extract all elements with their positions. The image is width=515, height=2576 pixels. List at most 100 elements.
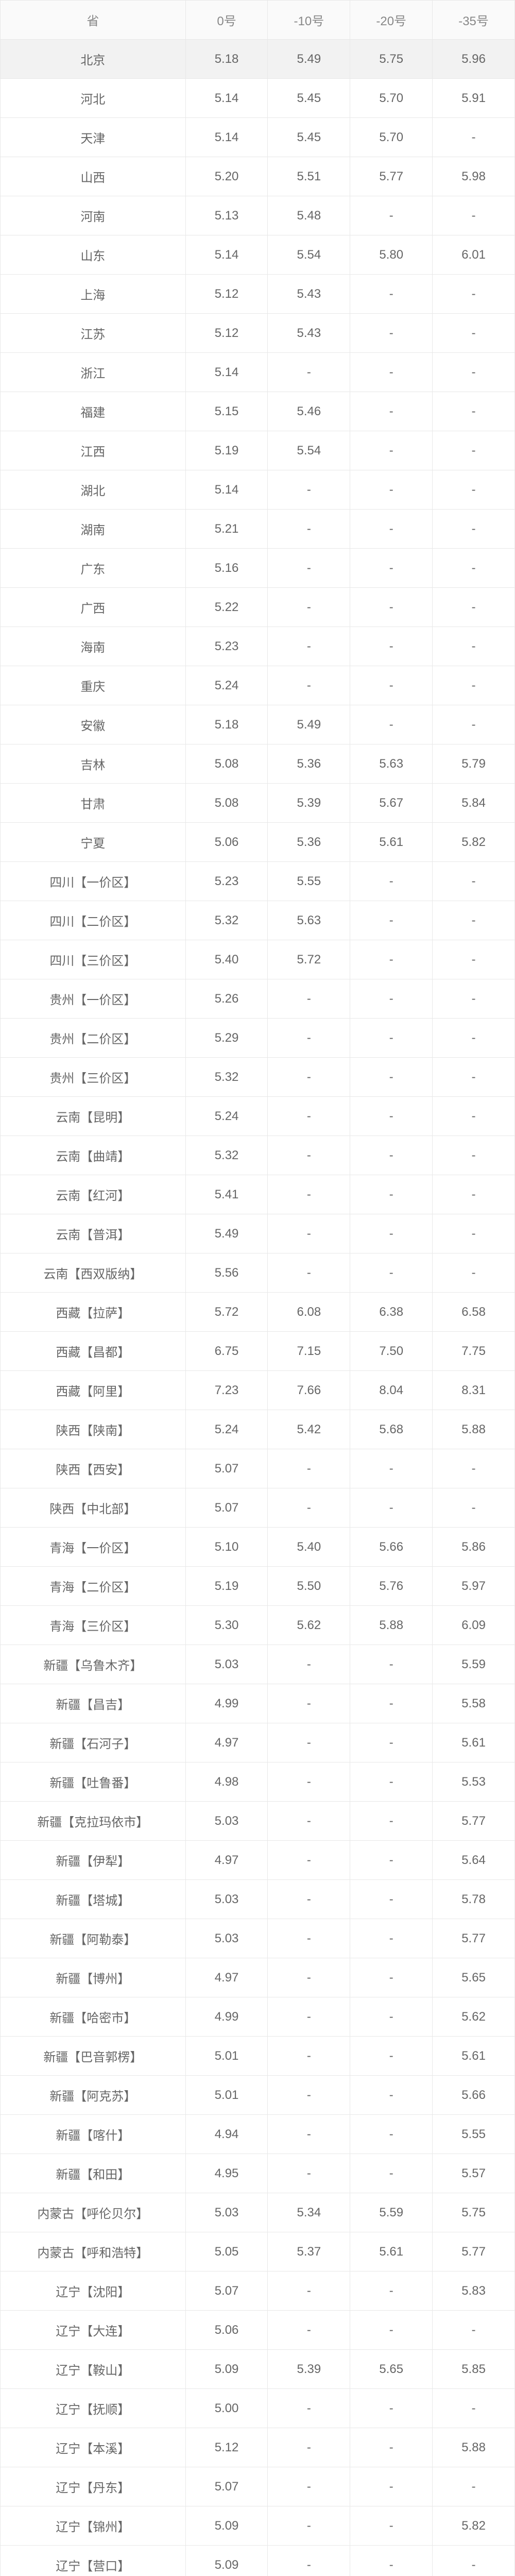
cell-value: 5.07 — [185, 2467, 268, 2506]
cell-value: 5.18 — [185, 705, 268, 744]
cell-value: - — [350, 353, 433, 392]
cell-value: 5.32 — [185, 1136, 268, 1175]
table-row: 新疆【塔城】5.03--5.78 — [1, 1880, 515, 1919]
cell-value: 5.61 — [350, 823, 433, 862]
cell-value: - — [268, 1684, 350, 1723]
cell-value: - — [350, 1253, 433, 1293]
table-row: 辽宁【锦州】5.09--5.82 — [1, 2506, 515, 2546]
cell-province: 贵州【三价区】 — [1, 1058, 186, 1097]
cell-value: 6.09 — [433, 1606, 515, 1645]
table-row: 西藏【阿里】7.237.668.048.31 — [1, 1371, 515, 1410]
cell-value: - — [350, 2272, 433, 2311]
cell-value: - — [350, 588, 433, 627]
cell-province: 云南【西双版纳】 — [1, 1253, 186, 1293]
cell-value: 5.18 — [185, 40, 268, 79]
cell-province: 四川【二价区】 — [1, 901, 186, 940]
cell-value: 5.32 — [185, 1058, 268, 1097]
table-row: 湖北5.14--- — [1, 470, 515, 510]
cell-value: 5.53 — [433, 1762, 515, 1802]
cell-value: 5.50 — [268, 1567, 350, 1606]
cell-value: 5.77 — [433, 2232, 515, 2272]
cell-province: 广东 — [1, 549, 186, 588]
cell-province: 云南【昆明】 — [1, 1097, 186, 1136]
cell-value: - — [433, 2467, 515, 2506]
cell-value: - — [433, 979, 515, 1019]
table-row: 新疆【喀什】4.94--5.55 — [1, 2115, 515, 2154]
cell-value: 5.62 — [433, 1997, 515, 2037]
cell-province: 天津 — [1, 118, 186, 157]
table-row: 浙江5.14--- — [1, 353, 515, 392]
cell-value: 5.64 — [433, 1841, 515, 1880]
table-row: 辽宁【沈阳】5.07--5.83 — [1, 2272, 515, 2311]
cell-value: - — [350, 1841, 433, 1880]
cell-value: 5.61 — [433, 1723, 515, 1762]
cell-value: - — [268, 1058, 350, 1097]
table-row: 重庆5.24--- — [1, 666, 515, 705]
cell-province: 贵州【一价区】 — [1, 979, 186, 1019]
cell-value: 5.77 — [433, 1919, 515, 1958]
cell-value: - — [350, 1097, 433, 1136]
cell-value: - — [268, 2506, 350, 2546]
cell-province: 新疆【巴音郭楞】 — [1, 2037, 186, 2076]
cell-value: - — [350, 979, 433, 1019]
cell-value: 5.24 — [185, 666, 268, 705]
cell-value: 5.88 — [350, 1606, 433, 1645]
cell-value: - — [433, 196, 515, 235]
cell-value: - — [350, 1762, 433, 1802]
cell-value: 5.03 — [185, 2193, 268, 2232]
cell-province: 云南【曲靖】 — [1, 1136, 186, 1175]
cell-value: - — [433, 314, 515, 353]
cell-province: 西藏【阿里】 — [1, 1371, 186, 1410]
cell-value: - — [433, 353, 515, 392]
cell-value: - — [350, 2389, 433, 2428]
cell-value: 7.50 — [350, 1332, 433, 1371]
cell-value: 5.23 — [185, 862, 268, 901]
cell-value: - — [350, 1019, 433, 1058]
cell-value: 5.54 — [268, 235, 350, 275]
cell-province: 新疆【哈密市】 — [1, 1997, 186, 2037]
col-neg35: -35号 — [433, 1, 515, 40]
cell-value: - — [350, 1488, 433, 1528]
cell-value: 5.09 — [185, 2350, 268, 2389]
cell-value: - — [268, 627, 350, 666]
cell-value: - — [433, 1058, 515, 1097]
cell-value: 4.97 — [185, 1958, 268, 1997]
cell-value: 5.09 — [185, 2506, 268, 2546]
cell-province: 新疆【吐鲁番】 — [1, 1762, 186, 1802]
cell-value: 6.75 — [185, 1332, 268, 1371]
cell-value: 6.01 — [433, 235, 515, 275]
cell-province: 陕西【中北部】 — [1, 1488, 186, 1528]
cell-value: 5.14 — [185, 353, 268, 392]
cell-value: - — [268, 1175, 350, 1214]
cell-value: - — [268, 1019, 350, 1058]
cell-value: - — [350, 510, 433, 549]
cell-province: 辽宁【丹东】 — [1, 2467, 186, 2506]
cell-province: 海南 — [1, 627, 186, 666]
cell-province: 吉林 — [1, 744, 186, 784]
cell-value: - — [268, 470, 350, 510]
cell-value: 5.21 — [185, 510, 268, 549]
cell-value: - — [433, 2389, 515, 2428]
table-row: 贵州【三价区】5.32--- — [1, 1058, 515, 1097]
cell-value: - — [433, 431, 515, 470]
cell-value: 5.65 — [433, 1958, 515, 1997]
cell-value: - — [350, 862, 433, 901]
table-row: 云南【普洱】5.49--- — [1, 1214, 515, 1253]
table-row: 河南5.135.48-- — [1, 196, 515, 235]
cell-province: 四川【一价区】 — [1, 862, 186, 901]
cell-province: 青海【三价区】 — [1, 1606, 186, 1645]
cell-province: 浙江 — [1, 353, 186, 392]
cell-value: - — [433, 1449, 515, 1488]
cell-value: - — [433, 1488, 515, 1528]
cell-province: 江西 — [1, 431, 186, 470]
cell-value: 5.75 — [433, 2193, 515, 2232]
table-row: 陕西【中北部】5.07--- — [1, 1488, 515, 1528]
cell-value: 5.98 — [433, 157, 515, 196]
cell-value: 5.12 — [185, 275, 268, 314]
cell-value: 5.03 — [185, 1919, 268, 1958]
cell-value: 5.72 — [185, 1293, 268, 1332]
table-row: 新疆【博州】4.97--5.65 — [1, 1958, 515, 1997]
cell-value: - — [350, 1802, 433, 1841]
cell-value: 5.34 — [268, 2193, 350, 2232]
table-row: 云南【曲靖】5.32--- — [1, 1136, 515, 1175]
